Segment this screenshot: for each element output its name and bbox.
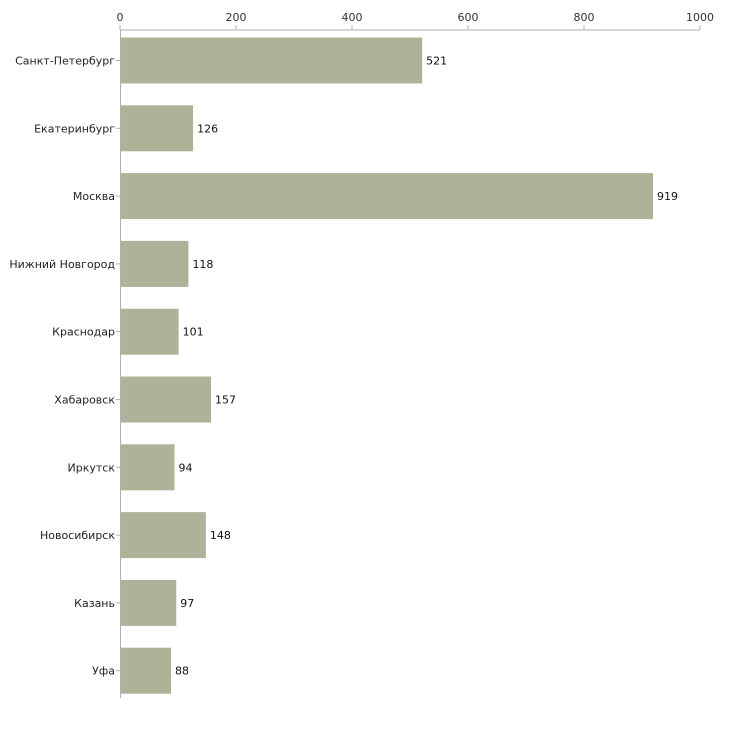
bar xyxy=(121,579,177,626)
value-label: 97 xyxy=(180,597,194,610)
bar xyxy=(121,240,189,287)
category-label: Казань xyxy=(74,597,115,610)
value-label: 521 xyxy=(426,55,447,68)
bar xyxy=(121,444,175,491)
category-label: Новосибирск xyxy=(40,529,115,542)
value-labels: 521 126 919 118 101 157 94 148 97 88 xyxy=(175,55,678,678)
axis-layer xyxy=(116,25,701,698)
category-label: Санкт-Петербург xyxy=(15,55,115,68)
value-label: 126 xyxy=(197,122,218,135)
category-label: Хабаровск xyxy=(54,394,115,407)
bar xyxy=(121,105,194,152)
x-tick-label: 0 xyxy=(117,11,124,24)
x-tick-label: 1000 xyxy=(686,11,714,24)
x-tick-label: 800 xyxy=(574,11,595,24)
bar xyxy=(121,647,172,694)
category-label: Уфа xyxy=(92,665,115,678)
category-labels: Санкт-Петербург Екатеринбург Москва Нижний … xyxy=(9,55,115,678)
x-tick-label: 200 xyxy=(226,11,247,24)
x-tick-label: 400 xyxy=(342,11,363,24)
bar xyxy=(121,37,423,84)
category-label: Иркутск xyxy=(68,461,116,474)
value-label: 118 xyxy=(192,258,213,271)
value-label: 157 xyxy=(215,394,236,407)
value-label: 88 xyxy=(175,665,189,678)
bar xyxy=(121,512,206,559)
category-label: Нижний Новгород xyxy=(9,258,115,271)
bars xyxy=(121,37,654,694)
category-label: Москва xyxy=(73,190,115,203)
x-tick-labels: 0 200 400 600 800 1000 xyxy=(117,11,715,24)
category-label: Екатеринбург xyxy=(34,122,115,135)
category-label: Краснодар xyxy=(52,326,115,339)
value-label: 919 xyxy=(657,190,678,203)
bar xyxy=(121,173,654,220)
value-label: 148 xyxy=(210,529,231,542)
x-tick-label: 600 xyxy=(458,11,479,24)
value-label: 101 xyxy=(183,326,204,339)
value-label: 94 xyxy=(179,461,193,474)
bar xyxy=(121,376,212,423)
bar xyxy=(121,308,179,355)
